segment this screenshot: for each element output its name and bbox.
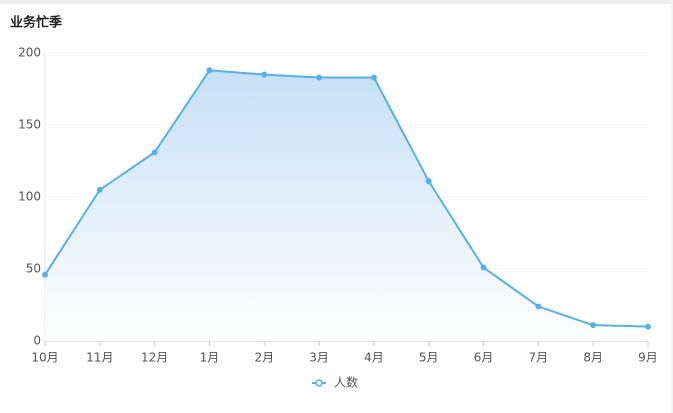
point [206, 67, 213, 74]
point [645, 323, 651, 330]
point [590, 322, 597, 329]
x-tick-label: 9月 [638, 351, 658, 365]
x-tick-label: 7月 [529, 351, 549, 365]
right-border [671, 0, 673, 413]
y-tick-label: 50 [26, 262, 41, 276]
x-tick-label: 10月 [31, 351, 58, 365]
point [370, 74, 377, 81]
y-tick-label: 100 [18, 190, 41, 204]
top-border [0, 0, 673, 4]
line [44, 69, 649, 328]
point [151, 149, 158, 156]
x-tick-label: 5月 [419, 351, 439, 365]
point [316, 74, 323, 81]
x-tick-label: 11月 [86, 351, 113, 365]
chart-title: 业务忙季 [10, 15, 62, 31]
y-tick-label: 200 [18, 46, 41, 60]
x-tick-label: 1月 [200, 351, 220, 365]
x-tick-label: 3月 [309, 351, 329, 365]
point [261, 71, 268, 78]
point [425, 178, 432, 185]
point [42, 271, 48, 278]
area [45, 70, 648, 341]
y-tick-label: 150 [18, 118, 41, 132]
legend-label: 人数 [334, 375, 358, 390]
point [535, 303, 542, 310]
point [96, 186, 103, 193]
x-tick-label: 12月 [141, 351, 168, 365]
x-tick-label: 8月 [583, 351, 603, 365]
y-tick-label: 0 [33, 334, 41, 348]
x-tick-label: 4月 [364, 351, 384, 365]
point [480, 264, 487, 271]
legend-marker [315, 379, 323, 387]
x-tick-label: 6月 [474, 351, 494, 365]
x-tick-label: 2月 [254, 351, 274, 365]
